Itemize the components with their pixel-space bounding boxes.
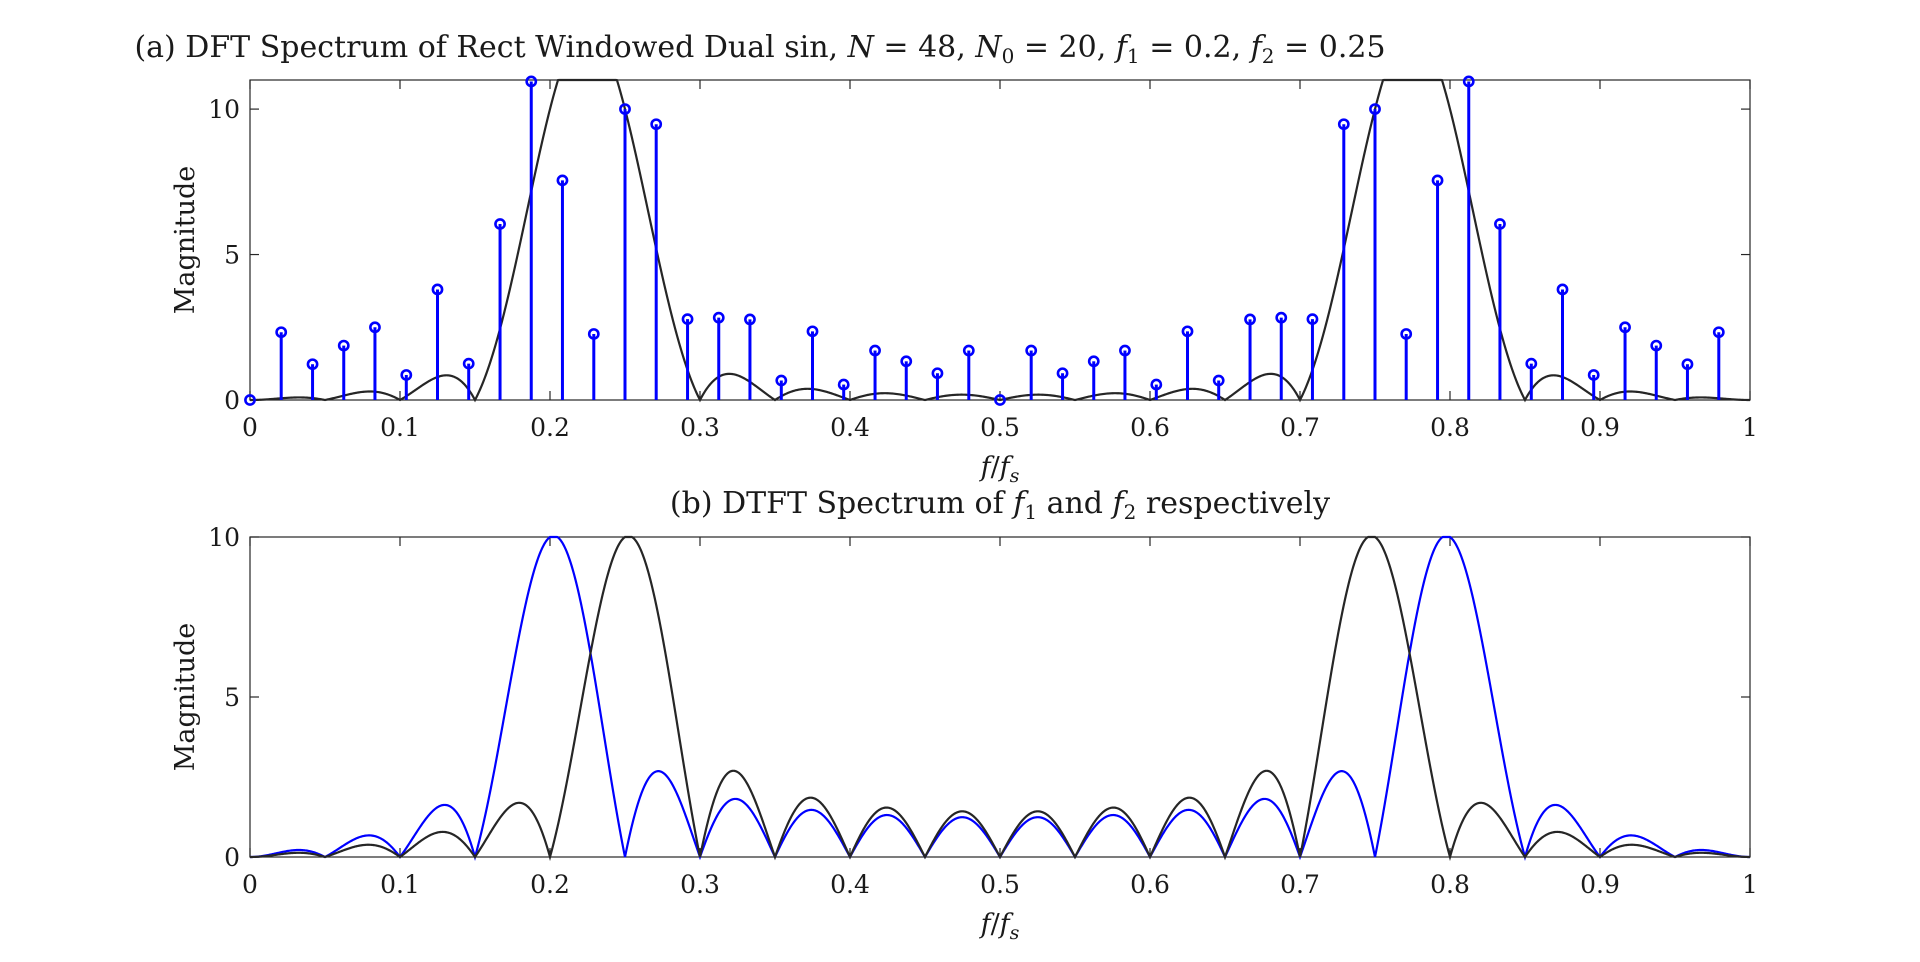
panel-a-stem-marker bbox=[900, 355, 913, 368]
panel-a-stem-marker bbox=[869, 344, 881, 357]
panel-a-stem-marker bbox=[1056, 367, 1069, 380]
panel-a-stem-marker bbox=[275, 326, 288, 339]
panel-a-stem-marker bbox=[431, 283, 444, 296]
panel-b-y-ticks: 0 5 10 bbox=[208, 523, 1750, 872]
panel-b-x-tick-label: 0.1 bbox=[380, 870, 420, 899]
panel-a-stem-marker bbox=[1619, 321, 1631, 334]
panel-a-stem-marker bbox=[806, 325, 819, 338]
panel-a-stem-marker bbox=[1337, 118, 1350, 131]
panel-b-y-label: Magnitude bbox=[170, 623, 201, 772]
panel-a-stem-marker bbox=[962, 344, 975, 357]
panel-a-x-tick-label: 0 bbox=[242, 413, 258, 442]
panel-b-title: (b) DTFT Spectrum of f1 and f2 respectiv… bbox=[670, 486, 1330, 524]
panel-a-stem-marker bbox=[1212, 374, 1225, 387]
panel-a-y-tick-label: 0 bbox=[224, 386, 240, 415]
panel-a-stem-marker bbox=[931, 367, 944, 380]
panel-a-stem-marker bbox=[712, 311, 725, 324]
panel-a-y-tick-label: 5 bbox=[224, 241, 240, 270]
panel-a-stem-marker bbox=[837, 378, 850, 391]
panel-a-title: (a) DFT Spectrum of Rect Windowed Dual s… bbox=[134, 30, 1385, 68]
panel-a-stem-marker bbox=[1275, 311, 1288, 324]
panel-a-x-tick-label: 0.3 bbox=[680, 413, 720, 442]
panel-a-stem-marker bbox=[525, 75, 538, 88]
panel-a-stem-marker bbox=[1650, 339, 1663, 352]
panel-a-stem-marker bbox=[775, 374, 788, 387]
panel-b-x-tick-label: 0.9 bbox=[1580, 870, 1620, 899]
panel-a-stem-marker bbox=[1462, 75, 1475, 88]
panel-b-axes-box bbox=[249, 536, 1751, 858]
panel-a-dft-stem-chart: (a) DFT Spectrum of Rect Windowed Dual s… bbox=[134, 30, 1757, 487]
panel-a-x-label: f/fs bbox=[979, 452, 1020, 487]
panel-a-x-tick-label: 0.7 bbox=[1280, 413, 1320, 442]
panel-a-x-tick-label: 0.9 bbox=[1580, 413, 1620, 442]
panel-b-x-tick-label: 0.5 bbox=[980, 870, 1020, 899]
panel-a-envelope-line bbox=[250, 78, 1750, 403]
panel-a-stem-marker bbox=[1306, 313, 1319, 326]
panel-b-dtft-line-chart: (b) DTFT Spectrum of f1 and f2 respectiv… bbox=[170, 486, 1758, 944]
panel-a-x-tick-label: 0.1 bbox=[380, 413, 420, 442]
panel-a-stem-marker bbox=[1556, 283, 1569, 296]
panel-b-y-tick-label: 10 bbox=[208, 523, 240, 552]
panel-b-x-tick-label: 0.4 bbox=[830, 870, 870, 899]
panel-a-x-ticks: 0 0.1 0.2 0.3 0.4 0.5 0.6 0.7 0.8 0.9 1 bbox=[242, 80, 1758, 442]
panel-a-stem-marker bbox=[1494, 218, 1506, 230]
panel-a-stem-marker bbox=[1369, 103, 1381, 115]
panel-a-stem-marker bbox=[744, 313, 756, 326]
panel-b-x-tick-label: 0.6 bbox=[1130, 870, 1170, 899]
panel-a-x-tick-label: 0.6 bbox=[1130, 413, 1170, 442]
panel-b-x-tick-label: 0.7 bbox=[1280, 870, 1320, 899]
panel-a-x-tick-label: 0.2 bbox=[530, 413, 570, 442]
panel-b-x-tick-label: 0.3 bbox=[680, 870, 720, 899]
panel-a-y-tick-label: 10 bbox=[208, 95, 240, 124]
panel-b-series-lines bbox=[250, 535, 1750, 862]
panel-a-x-tick-label: 0.8 bbox=[1430, 413, 1470, 442]
panel-a-stem-marker bbox=[1181, 325, 1194, 338]
panel-a-stem-marker bbox=[994, 394, 1006, 406]
panel-a-x-tick-label: 1 bbox=[1742, 413, 1758, 442]
panel-a-stems bbox=[244, 75, 1725, 406]
panel-a-stem-marker bbox=[494, 218, 506, 230]
panel-a-stem-marker bbox=[1150, 378, 1163, 391]
panel-a-x-tick-label: 0.4 bbox=[830, 413, 870, 442]
panel-a-stem-marker bbox=[587, 328, 600, 340]
panel-a-stem-marker bbox=[1587, 369, 1600, 381]
panel-b-x-tick-label: 0.2 bbox=[530, 870, 570, 899]
panel-a-x-tick-label: 0.5 bbox=[980, 413, 1020, 442]
panel-a-stem-marker bbox=[1431, 174, 1444, 187]
panel-b-x-tick-label: 0 bbox=[242, 870, 258, 899]
panel-a-envelope bbox=[250, 78, 1750, 403]
panel-a-stem-marker bbox=[400, 369, 413, 381]
panel-b-series-line-1 bbox=[250, 535, 1750, 862]
panel-a-stem-marker bbox=[1712, 326, 1725, 339]
panel-a-stem-marker bbox=[619, 103, 631, 115]
panel-a-stem-marker bbox=[1400, 328, 1413, 340]
panel-a-stem-marker bbox=[681, 313, 694, 326]
panel-a-stem-marker bbox=[306, 358, 319, 371]
panel-b-x-label: f/fs bbox=[979, 909, 1020, 944]
panel-b-y-tick-label: 0 bbox=[224, 843, 240, 872]
panel-a-y-ticks: 0 5 10 bbox=[208, 95, 1750, 415]
panel-a-stem-marker bbox=[1525, 357, 1538, 370]
panel-a-stem-marker bbox=[1244, 313, 1256, 326]
panel-a-stem-marker bbox=[1087, 355, 1100, 368]
panel-a-stem-marker bbox=[556, 174, 569, 187]
panel-b-y-tick-label: 5 bbox=[224, 683, 240, 712]
panel-b-x-ticks: 0 0.1 0.2 0.3 0.4 0.5 0.6 0.7 0.8 0.9 1 bbox=[242, 537, 1758, 899]
panel-a-stem-marker bbox=[337, 339, 350, 352]
panel-a-y-label: Magnitude bbox=[170, 166, 201, 315]
panel-a-stem-marker bbox=[369, 321, 381, 334]
panel-a-stem-marker bbox=[1119, 344, 1131, 357]
panel-a-axes-box bbox=[249, 79, 1751, 401]
panel-a-stem-marker bbox=[650, 118, 663, 131]
panel-a-stem-marker bbox=[244, 394, 256, 406]
panel-a-stem-marker bbox=[462, 357, 475, 370]
panel-b-x-tick-label: 0.8 bbox=[1430, 870, 1470, 899]
panel-a-stem-marker bbox=[1025, 344, 1038, 357]
panel-b-x-tick-label: 1 bbox=[1742, 870, 1758, 899]
panel-b-series-line-2 bbox=[250, 535, 1750, 862]
panel-a-stem-marker bbox=[1681, 358, 1694, 371]
